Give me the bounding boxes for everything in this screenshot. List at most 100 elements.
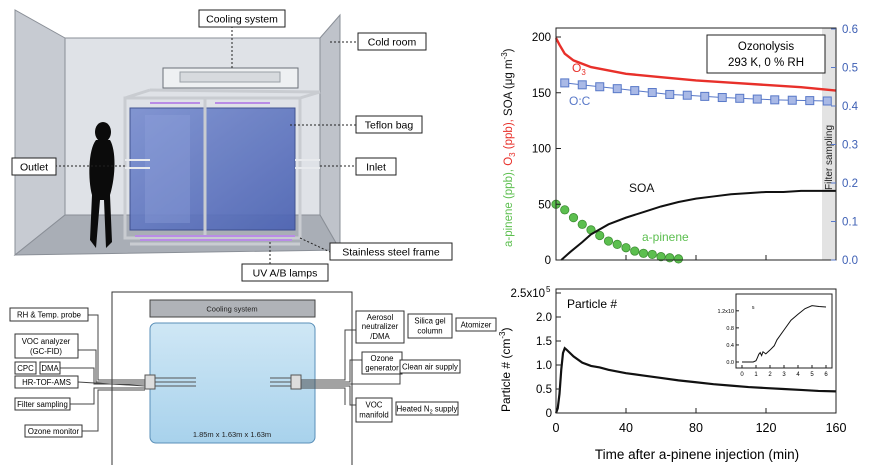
inset-y-tick-label: 1.2x10: [717, 309, 734, 315]
series-soa-line: [560, 189, 836, 261]
callout-teflon: Teflon bag: [290, 115, 423, 134]
oc-point: [700, 91, 710, 101]
teflon-bag-highlight: [145, 115, 190, 223]
oc-point: [630, 86, 640, 96]
bottom-y-tick-exp: 5: [546, 285, 551, 294]
box-cpc: CPC: [17, 364, 34, 373]
inset-x-tick-label: 4: [796, 372, 800, 378]
series-oc-line: [564, 82, 828, 102]
bottom-chart-title: Particle #: [567, 297, 617, 311]
oc-point: [647, 88, 657, 98]
box-dma: DMA: [41, 364, 59, 373]
apinene-point: [630, 246, 640, 256]
callout-cold-room: Cold room: [330, 32, 427, 51]
box-ozone-gen-2: generator: [365, 364, 399, 373]
cold-room-left-wall: [14, 9, 66, 257]
inset-frame: [735, 293, 833, 369]
box-clean-air: Clean air supply: [402, 363, 458, 372]
inset-content: 0 1 2 3 4 5 6 0.0 0.4 0.8 1.2x10 5: [717, 305, 828, 378]
inset-line: [742, 305, 827, 363]
callout-inlet: Inlet: [320, 157, 397, 176]
chamber-illustration: Cooling system Cold room Teflon bag Outl…: [11, 9, 453, 282]
bottom-y-tick-label: 0: [546, 408, 552, 420]
annotation-line-1: Ozonolysis: [738, 41, 794, 53]
inset-x-tick-label: 5: [810, 372, 814, 378]
box-voc-manifold-2: manifold: [359, 411, 388, 420]
schematic-dimensions: 1.85m x 1.63m x 1.63m: [193, 430, 271, 439]
oc-point: [717, 93, 727, 103]
inset-y-tick-label: 0.8: [726, 326, 734, 332]
box-voc-analyzer: VOC analyzer: [22, 337, 71, 346]
label-o3: O3: [572, 61, 586, 77]
teflon-bag: [129, 107, 296, 231]
apinene-point: [647, 249, 657, 260]
bottom-x-tick-label: 0: [553, 421, 560, 435]
apinene-point: [673, 254, 684, 264]
top-left-tick-label: 0: [545, 255, 551, 267]
inset-x-tick-label: 3: [782, 372, 786, 378]
schematic-lines: [60, 314, 401, 432]
box-heated-n2: Heated N2 supply: [397, 405, 458, 416]
callout-teflon-label: Teflon bag: [365, 120, 414, 132]
uv-lamps: [135, 102, 295, 241]
apinene-point: [560, 205, 570, 215]
box-voc-manifold-1: VOC: [366, 401, 383, 410]
callout-cooling-label: Cooling system: [206, 14, 278, 26]
box-aerosol-2: neutralizer: [362, 322, 399, 331]
schematic-left-boxes: [9, 307, 89, 438]
oc-point: [665, 89, 675, 99]
bottom-y-tick-label: 2.5x10: [510, 288, 545, 300]
box-rh: RH & Temp. probe: [17, 311, 81, 320]
callout-cooling: Cooling system: [198, 9, 286, 68]
top-left-tick-label: 150: [532, 88, 551, 100]
schematic-tank: [149, 322, 316, 444]
bottom-y-tick-label: 2.0: [536, 312, 552, 324]
inset-y-tick-label: 0.0: [726, 360, 734, 366]
oc-point: [770, 95, 780, 105]
chart-bottom: 00.51.01.52.02.5x10 50 40 80 120 160 Particle…: [498, 285, 846, 462]
top-right-tick-label: 0.3: [842, 140, 858, 152]
callout-cold-room-label: Cold room: [368, 37, 417, 49]
schematic-ports: [144, 374, 302, 390]
oc-point: [577, 80, 587, 90]
label-oc: O:C: [569, 94, 591, 108]
person-silhouette: [89, 122, 115, 248]
box-voc-gcfid: (GC-FID): [30, 347, 62, 356]
top-right-tick-label: 0.6: [842, 24, 858, 36]
filter-sampling-shade: [822, 28, 836, 260]
chart-top: Filter sampling 0 50 100 150 200 0.0 0.1 0.2 0.3…: [500, 24, 859, 267]
oc-point: [822, 96, 832, 106]
box-filter: Filter sampling: [17, 400, 68, 409]
apinene-point: [612, 239, 622, 249]
bottom-ylabel: Particle # (cm-3): [498, 328, 513, 412]
top-left-tick-label: 100: [532, 144, 551, 156]
box-silica-1: Silica gel: [414, 317, 445, 326]
oc-point: [560, 78, 570, 88]
apinene-point: [656, 252, 666, 262]
oc-point: [735, 93, 745, 103]
callout-frame-label: Stainless steel frame: [342, 247, 440, 259]
top-series-group: [551, 37, 837, 264]
box-aerosol-3: /DMA: [370, 332, 390, 341]
bottom-x-tick-label: 40: [619, 421, 633, 435]
cooling-unit-vent: [179, 71, 281, 83]
box-ozone-monitor: Ozone monitor: [28, 427, 80, 436]
callout-inlet-label: Inlet: [366, 162, 386, 174]
oc-point: [612, 84, 622, 94]
oc-point: [787, 95, 797, 105]
bottom-y-tick-label: 1.0: [536, 360, 552, 372]
apinene-point: [621, 243, 631, 253]
bottom-y-tick-label: 1.5: [536, 336, 552, 348]
callout-lamps: UV A/B lamps: [241, 242, 329, 282]
apinene-point: [568, 213, 579, 223]
callout-frame: Stainless steel frame: [299, 237, 453, 261]
annotation-line-2: 293 K, 0 % RH: [728, 57, 804, 69]
box-atomizer: Atomizer: [461, 321, 492, 330]
oc-point: [682, 90, 692, 100]
bottom-x-tick-label: 80: [689, 421, 703, 435]
top-left-tick-label: 50: [538, 199, 551, 211]
top-ylabel: a-pinene (ppb), O3 (ppb), SOA (μg m-3): [500, 48, 517, 247]
top-right-tick-label: 0.1: [842, 217, 858, 229]
bottom-x-tick-label: 160: [826, 421, 847, 435]
